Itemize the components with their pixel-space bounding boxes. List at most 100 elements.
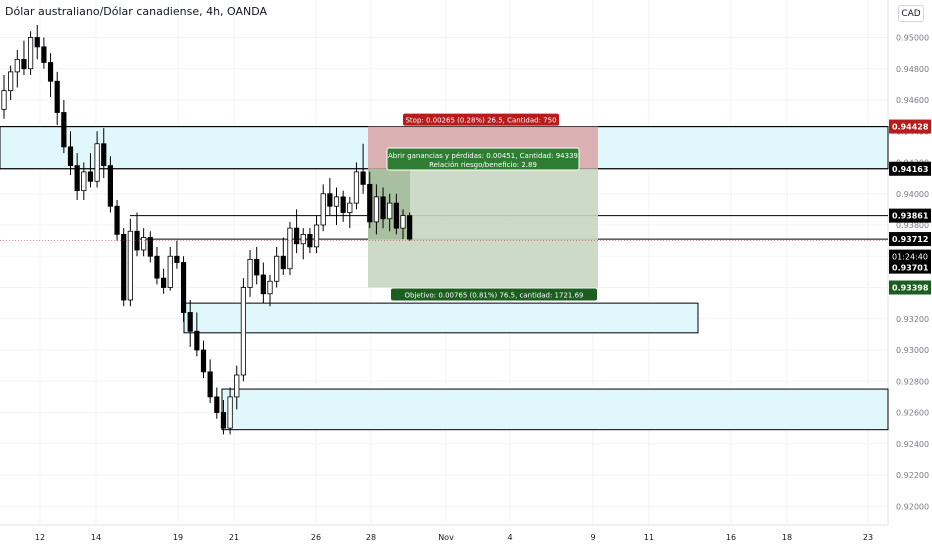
candle-body: [333, 196, 340, 207]
y-tick-label: 0.92400: [896, 440, 929, 449]
candle-body: [61, 112, 67, 148]
last-price-label: 0.93701: [892, 264, 929, 273]
candle-body: [380, 196, 386, 220]
candle-body: [54, 80, 60, 113]
y-tick-label: 0.92800: [896, 377, 929, 386]
pnl-label: Abrir ganancias y pérdidas: 0.00451, Can…: [388, 152, 578, 160]
candle-body: [400, 215, 406, 229]
candle-body: [367, 183, 373, 223]
stop-label-bg: [403, 113, 559, 126]
candle-body: [174, 255, 180, 263]
rr-label: Relación riesgo/beneficio: 2.89: [429, 161, 537, 169]
candle-body: [74, 165, 80, 192]
entry-price-tag-bg: [889, 161, 931, 176]
candle-body: [300, 233, 306, 245]
y-tick-label: 0.93800: [896, 221, 929, 230]
demand-supply-zone[interactable]: [183, 302, 699, 334]
candle-body: [234, 374, 240, 398]
target-label: Objetivo: 0.00765 (0.81%) 76.5, cantidad…: [404, 292, 583, 300]
candle-body: [41, 46, 47, 63]
candle-body: [393, 202, 399, 229]
x-tick-label: 18: [782, 533, 792, 542]
x-tick-label: 26: [311, 533, 321, 542]
candle-body: [134, 230, 140, 251]
x-tick-label: 19: [173, 533, 183, 542]
candle-body: [8, 71, 14, 92]
stop-label: Stop: 0.00265 (0.28%) 26.5, Cantidad: 75…: [405, 117, 556, 125]
candle-body: [107, 165, 113, 207]
candle-body: [320, 193, 326, 226]
candle-body: [240, 287, 246, 376]
level-price-tag-bg: [889, 208, 931, 223]
x-tick-label: 9: [590, 533, 595, 542]
level-price-tag: 0.93712: [892, 235, 928, 244]
last-price-tag-bg: [889, 249, 931, 274]
candle-body: [220, 412, 227, 429]
candle-body: [267, 280, 273, 295]
x-tick-label: 4: [507, 533, 512, 542]
candle-body: [94, 143, 100, 182]
candle-body: [34, 37, 40, 48]
candle-body: [407, 215, 413, 240]
stop-price-tag: 0.94428: [892, 123, 929, 132]
y-tick-label: 0.95000: [896, 34, 929, 43]
candle-body: [141, 237, 147, 251]
candle-body: [47, 62, 54, 82]
candle-body: [214, 396, 220, 413]
y-tick-label: 0.93200: [896, 315, 929, 324]
candle-body: [373, 196, 380, 223]
x-tick-label: 14: [91, 533, 101, 542]
candle-body: [293, 227, 300, 245]
x-tick-label: 12: [35, 533, 45, 542]
candle-body: [114, 205, 120, 235]
y-tick-label: 0.94600: [896, 96, 929, 105]
stop-price-tag-bg: [889, 119, 931, 134]
candle-body: [254, 258, 260, 276]
candle-body: [360, 171, 366, 185]
level-price-tag: 0.93861: [892, 212, 929, 221]
candle-body: [154, 255, 160, 279]
candle-body: [180, 262, 187, 313]
candle-body: [340, 196, 346, 213]
x-tick-label: 23: [863, 533, 873, 542]
candle-body: [313, 224, 320, 248]
candle-body: [280, 255, 286, 270]
y-tick-label: 0.92200: [896, 471, 929, 480]
candle-body: [101, 143, 107, 167]
candle-body: [14, 58, 20, 73]
candle-body: [260, 274, 266, 295]
candle-body: [127, 230, 133, 301]
y-tick-label: 0.94000: [896, 190, 929, 199]
level-price-tag-bg: [889, 232, 931, 247]
demand-supply-zone[interactable]: [221, 388, 889, 431]
candle-body: [327, 193, 333, 207]
x-tick-label: 11: [644, 533, 654, 542]
y-tick-label: 0.92600: [896, 409, 929, 418]
pnl-label-bg: [386, 147, 580, 171]
candle-body: [87, 171, 94, 182]
candle-body: [160, 277, 167, 288]
y-tick-label: 0.94800: [896, 65, 929, 74]
x-tick-label: 21: [229, 533, 239, 542]
candle-body: [27, 37, 34, 70]
x-tick-label: 16: [726, 533, 736, 542]
candle-body: [194, 330, 200, 351]
target-price-tag-bg: [889, 280, 931, 295]
candle-body: [1, 90, 7, 110]
y-tick-label: 0.93000: [896, 346, 929, 355]
candle-body: [200, 349, 207, 373]
chart-title: Dólar australiano/Dólar canadiense, 4h, …: [5, 5, 268, 18]
candle-body: [274, 255, 280, 282]
candle-body: [227, 396, 233, 429]
candle-body: [247, 258, 253, 288]
candle-body: [287, 227, 293, 270]
target-price-tag: 0.93398: [892, 284, 929, 293]
candle-body: [353, 171, 360, 204]
candle-body: [207, 371, 213, 398]
candle-body: [147, 237, 153, 257]
candle-body: [167, 255, 173, 288]
candle-body: [347, 202, 353, 213]
currency-button[interactable]: CAD: [898, 5, 924, 22]
